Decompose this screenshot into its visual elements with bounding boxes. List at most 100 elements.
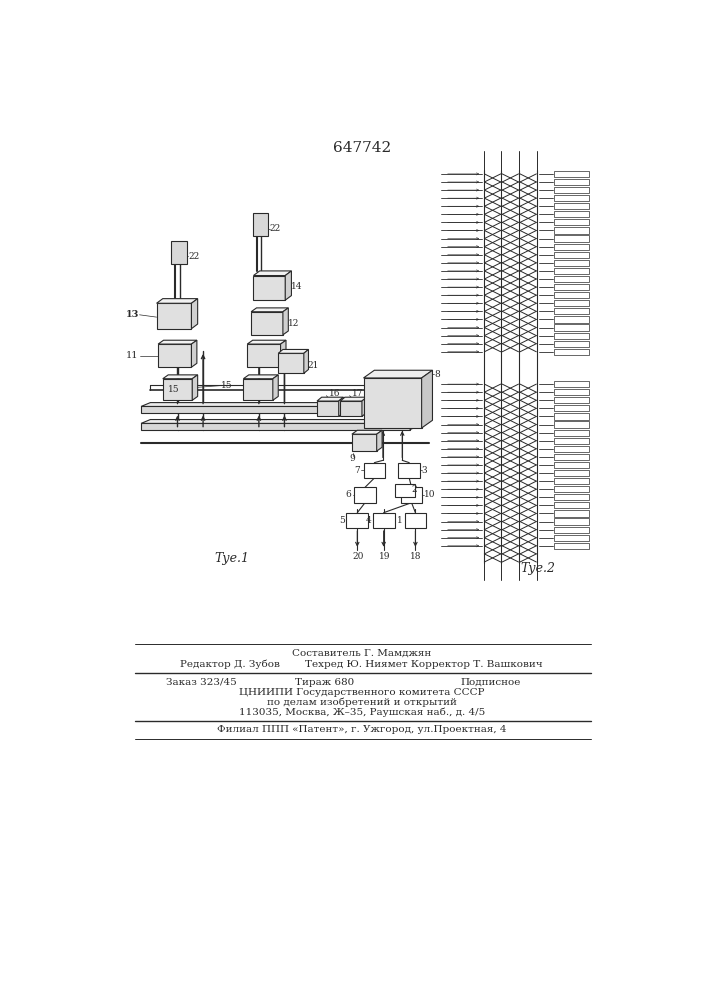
Text: 7: 7 (355, 466, 361, 475)
Bar (554, 502, 589, 508)
Bar (252, 213, 268, 236)
Bar (554, 381, 589, 387)
Bar (554, 333, 589, 339)
Text: ЦНИИПИ Государственного комитета СССР: ЦНИИПИ Государственного комитета СССР (239, 688, 485, 697)
Polygon shape (192, 340, 197, 367)
Polygon shape (253, 276, 285, 300)
Polygon shape (363, 370, 433, 378)
Text: 15: 15 (168, 385, 180, 394)
Polygon shape (340, 401, 362, 416)
Text: 13: 13 (125, 310, 139, 319)
Text: Τуе.1: Τуе.1 (214, 552, 250, 565)
Text: 647742: 647742 (333, 141, 391, 155)
Bar (554, 179, 589, 185)
Polygon shape (156, 303, 192, 329)
Text: 21: 21 (308, 361, 319, 370)
Polygon shape (352, 430, 382, 434)
Polygon shape (283, 308, 288, 335)
Bar (554, 494, 589, 500)
Bar (554, 195, 589, 201)
Text: Τуе.2: Τуе.2 (520, 562, 556, 575)
Polygon shape (243, 379, 273, 400)
Bar (554, 470, 589, 476)
Bar (554, 454, 589, 460)
Text: Подписное: Подписное (460, 678, 521, 687)
Bar (554, 324, 589, 331)
Text: 19: 19 (379, 552, 390, 561)
Bar (554, 405, 589, 411)
Bar (554, 510, 589, 517)
Text: 2: 2 (411, 485, 417, 494)
Text: 8: 8 (434, 370, 440, 379)
Polygon shape (141, 406, 410, 413)
Bar (554, 430, 589, 436)
Text: 20: 20 (352, 552, 364, 561)
Polygon shape (158, 344, 192, 367)
Text: 12: 12 (288, 319, 300, 328)
Text: 1: 1 (397, 516, 403, 525)
Bar (373, 513, 395, 528)
Text: 17: 17 (352, 389, 363, 398)
Text: Филиал ППП «Патент», г. Ужгород, ул.Проектная, 4: Филиал ППП «Патент», г. Ужгород, ул.Прое… (217, 725, 507, 734)
Text: по делам изобретений и открытий: по делам изобретений и открытий (267, 697, 457, 707)
Text: 22: 22 (270, 224, 281, 233)
Text: 6: 6 (345, 490, 351, 499)
Text: 9: 9 (349, 454, 355, 463)
Bar (554, 268, 589, 274)
Text: 10: 10 (424, 490, 436, 499)
Text: Тираж 680: Тираж 680 (295, 678, 354, 687)
Text: 18: 18 (411, 552, 422, 561)
Polygon shape (317, 401, 339, 416)
Text: 14: 14 (291, 282, 303, 291)
Bar (554, 421, 589, 428)
Bar (554, 535, 589, 541)
Bar (554, 300, 589, 306)
Polygon shape (163, 375, 198, 379)
Polygon shape (377, 430, 382, 451)
Bar (554, 413, 589, 420)
Text: 15: 15 (221, 381, 233, 390)
Polygon shape (251, 308, 288, 312)
Bar (554, 518, 589, 525)
Polygon shape (141, 420, 419, 423)
Bar (398, 463, 420, 478)
Text: 5: 5 (339, 516, 345, 525)
Bar (554, 486, 589, 492)
Polygon shape (192, 299, 198, 329)
Polygon shape (163, 379, 192, 400)
Polygon shape (253, 271, 291, 276)
Text: Заказ 323/45: Заказ 323/45 (166, 678, 237, 687)
Polygon shape (363, 378, 421, 428)
Bar (554, 478, 589, 484)
Bar (554, 389, 589, 395)
Polygon shape (279, 349, 308, 353)
Bar (554, 284, 589, 290)
Text: 3: 3 (421, 466, 427, 475)
Polygon shape (273, 375, 279, 400)
Bar (554, 543, 589, 549)
Bar (401, 487, 422, 503)
Polygon shape (192, 375, 198, 400)
Bar (554, 349, 589, 355)
Bar (554, 292, 589, 298)
Polygon shape (317, 397, 344, 401)
Bar (554, 397, 589, 403)
Bar (554, 446, 589, 452)
Bar (554, 252, 589, 258)
Bar (554, 316, 589, 323)
Polygon shape (339, 397, 344, 416)
Bar (171, 241, 187, 264)
Text: 113035, Москва, Ж–35, Раушская наб., д. 4/5: 113035, Москва, Ж–35, Раушская наб., д. … (239, 707, 485, 717)
Text: Редактор Д. Зубов: Редактор Д. Зубов (180, 660, 280, 669)
Bar (554, 527, 589, 533)
Polygon shape (410, 403, 419, 413)
Bar (554, 244, 589, 250)
Bar (554, 219, 589, 225)
Polygon shape (279, 353, 304, 373)
Text: 16: 16 (329, 389, 340, 398)
Polygon shape (156, 299, 198, 303)
Bar (554, 227, 589, 234)
Bar (554, 235, 589, 242)
Polygon shape (285, 271, 291, 300)
Bar (554, 276, 589, 282)
